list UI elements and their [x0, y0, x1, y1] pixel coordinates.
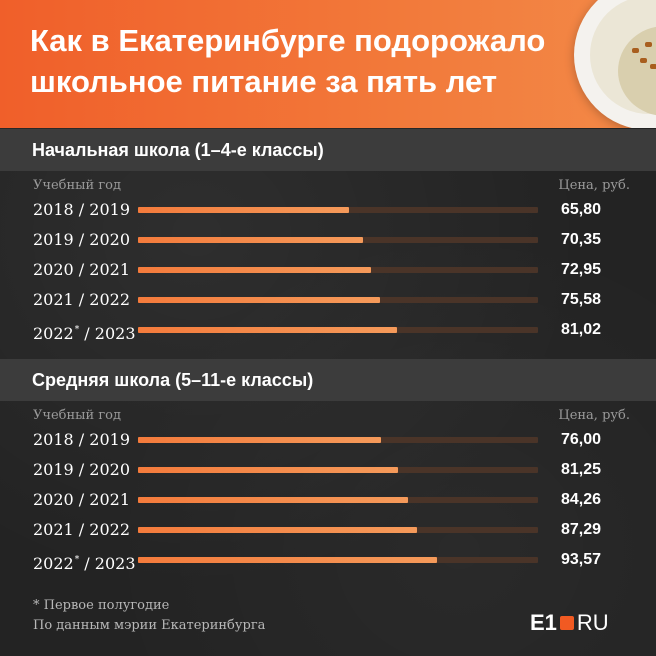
bar: [138, 207, 349, 213]
section-header-primary: Начальная школа (1–4-е классы): [0, 129, 656, 171]
bar-track: [138, 267, 538, 273]
category-label: 2018 / 2019: [33, 200, 130, 219]
bar-track: [138, 207, 538, 213]
bar: [138, 437, 381, 443]
soup-plate-icon: [574, 0, 656, 128]
title-line-1: Как в Екатеринбурге подорожало: [30, 23, 546, 58]
bar-row: 2018 / 2019 65,80: [0, 195, 656, 225]
logo-ru: RU: [576, 610, 609, 635]
bar-row: 2022* / 2023 93,57: [0, 545, 656, 575]
footnote: * Первое полугодие: [33, 598, 170, 613]
value-label: 76,00: [560, 431, 601, 448]
column-header-year: Учебный год: [33, 178, 121, 193]
category-label: 2019 / 2020: [33, 230, 130, 249]
source-note: По данным мэрии Екатеринбурга: [33, 618, 266, 633]
section-title-secondary: Средняя школа (5–11-е классы): [32, 370, 314, 390]
category-label: 2018 / 2019: [33, 430, 130, 449]
value-label: 72,95: [560, 261, 601, 278]
bar-row: 2019 / 2020 70,35: [0, 225, 656, 255]
value-label: 70,35: [560, 231, 601, 248]
category-label: 2020 / 2021: [33, 490, 130, 509]
logo-square-icon: [559, 616, 574, 630]
value-label: 87,29: [560, 521, 601, 538]
column-header-year: Учебный год: [33, 408, 121, 423]
value-label: 65,80: [560, 201, 601, 218]
e1-logo: E1 RU: [530, 610, 609, 635]
bar-track: [138, 297, 538, 303]
bar-track: [138, 237, 538, 243]
bar-row: 2022* / 2023 81,02: [0, 315, 656, 345]
title-line-2: школьное питание за пять лет: [30, 64, 498, 99]
column-header-price: Цена, руб.: [558, 178, 630, 193]
bar-track: [138, 327, 538, 333]
bar-track: [138, 497, 538, 503]
bar-track: [138, 437, 538, 443]
value-label: 75,58: [560, 291, 601, 308]
bar-track: [138, 527, 538, 533]
page-title: Как в Екатеринбурге подорожало школьное …: [30, 20, 590, 102]
category-label: 2022* / 2023: [33, 324, 136, 343]
category-label: 2020 / 2021: [33, 260, 130, 279]
bar: [138, 497, 408, 503]
value-label: 81,25: [560, 461, 601, 478]
category-label: 2022* / 2023: [33, 554, 136, 573]
bar: [138, 467, 398, 473]
column-header-price: Цена, руб.: [558, 408, 630, 423]
value-label: 84,26: [560, 491, 601, 508]
bar-track: [138, 467, 538, 473]
header-banner: Как в Екатеринбурге подорожало школьное …: [0, 0, 656, 128]
value-label: 81,02: [560, 321, 601, 338]
bar-row: 2019 / 2020 81,25: [0, 455, 656, 485]
logo-e1: E1: [530, 610, 557, 635]
category-label: 2021 / 2022: [33, 290, 130, 309]
bar-row: 2021 / 2022 75,58: [0, 285, 656, 315]
bar: [138, 557, 437, 563]
value-label: 93,57: [560, 551, 601, 568]
category-label: 2021 / 2022: [33, 520, 130, 539]
bar-row: 2020 / 2021 72,95: [0, 255, 656, 285]
bar: [138, 267, 371, 273]
category-label: 2019 / 2020: [33, 460, 130, 479]
bar-row: 2018 / 2019 76,00: [0, 425, 656, 455]
bar-row: 2021 / 2022 87,29: [0, 515, 656, 545]
bar: [138, 297, 380, 303]
bar: [138, 527, 417, 533]
bar-row: 2020 / 2021 84,26: [0, 485, 656, 515]
section-header-secondary: Средняя школа (5–11-е классы): [0, 359, 656, 401]
bar-track: [138, 557, 538, 563]
section-title-primary: Начальная школа (1–4-е классы): [32, 140, 324, 160]
bar: [138, 327, 397, 333]
bar: [138, 237, 363, 243]
